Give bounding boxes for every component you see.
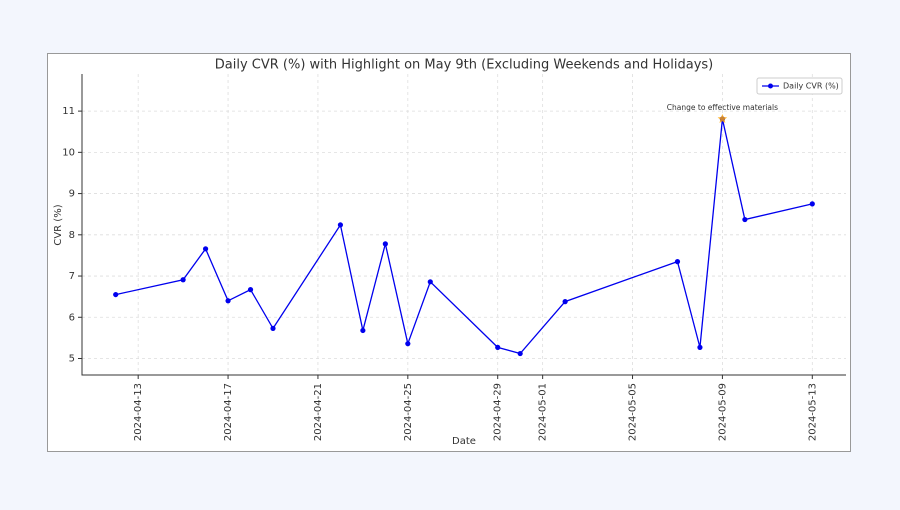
point xyxy=(270,325,276,332)
point xyxy=(382,241,388,247)
x-tick-label: 2024-04-29 xyxy=(493,383,504,441)
annotation: Change to effective materials xyxy=(667,103,778,112)
point xyxy=(427,279,433,285)
x-tick-label: 2024-05-13 xyxy=(807,383,818,441)
y-tick-label: 8 xyxy=(69,230,75,241)
point xyxy=(674,259,681,265)
figure xyxy=(47,53,851,452)
point xyxy=(562,299,568,305)
y-tick-label: 9 xyxy=(69,189,75,200)
y-tick-label: 7 xyxy=(69,271,75,282)
x-tick-label: 2024-04-17 xyxy=(223,383,234,441)
x-tick-label: 2024-04-21 xyxy=(313,383,324,441)
legend-label: Daily CVR (%) xyxy=(783,82,839,91)
legend-swatch-point xyxy=(768,83,773,89)
point xyxy=(225,298,231,304)
legend xyxy=(756,77,843,95)
point xyxy=(360,327,366,334)
chart-title: Daily CVR (%) with Highlight on May 9th … xyxy=(215,58,713,73)
x-tick-label: 2024-04-25 xyxy=(403,383,414,441)
point xyxy=(517,350,523,357)
point xyxy=(180,277,186,283)
y-tick-label: 10 xyxy=(62,147,75,158)
point xyxy=(247,287,254,293)
point xyxy=(202,246,209,252)
y-tick-label: 6 xyxy=(69,312,75,323)
point xyxy=(405,341,411,347)
point xyxy=(809,201,815,207)
y-tick-label: 5 xyxy=(69,354,75,365)
point xyxy=(495,344,501,350)
point xyxy=(337,222,344,228)
axes xyxy=(81,74,846,376)
y-axis-label: CVR (%) xyxy=(53,204,64,245)
x-tick-label: 2024-05-01 xyxy=(538,383,549,441)
x-tick-label: 2024-05-05 xyxy=(628,383,639,441)
point xyxy=(742,216,748,223)
highlight-marker xyxy=(717,113,728,123)
point xyxy=(113,291,119,298)
x-tick-label: 2024-04-13 xyxy=(133,383,144,441)
x-axis-label: Date xyxy=(452,436,476,447)
y-tick-label: 11 xyxy=(62,106,75,117)
point xyxy=(697,344,703,350)
x-tick-label: 2024-05-09 xyxy=(717,383,728,441)
